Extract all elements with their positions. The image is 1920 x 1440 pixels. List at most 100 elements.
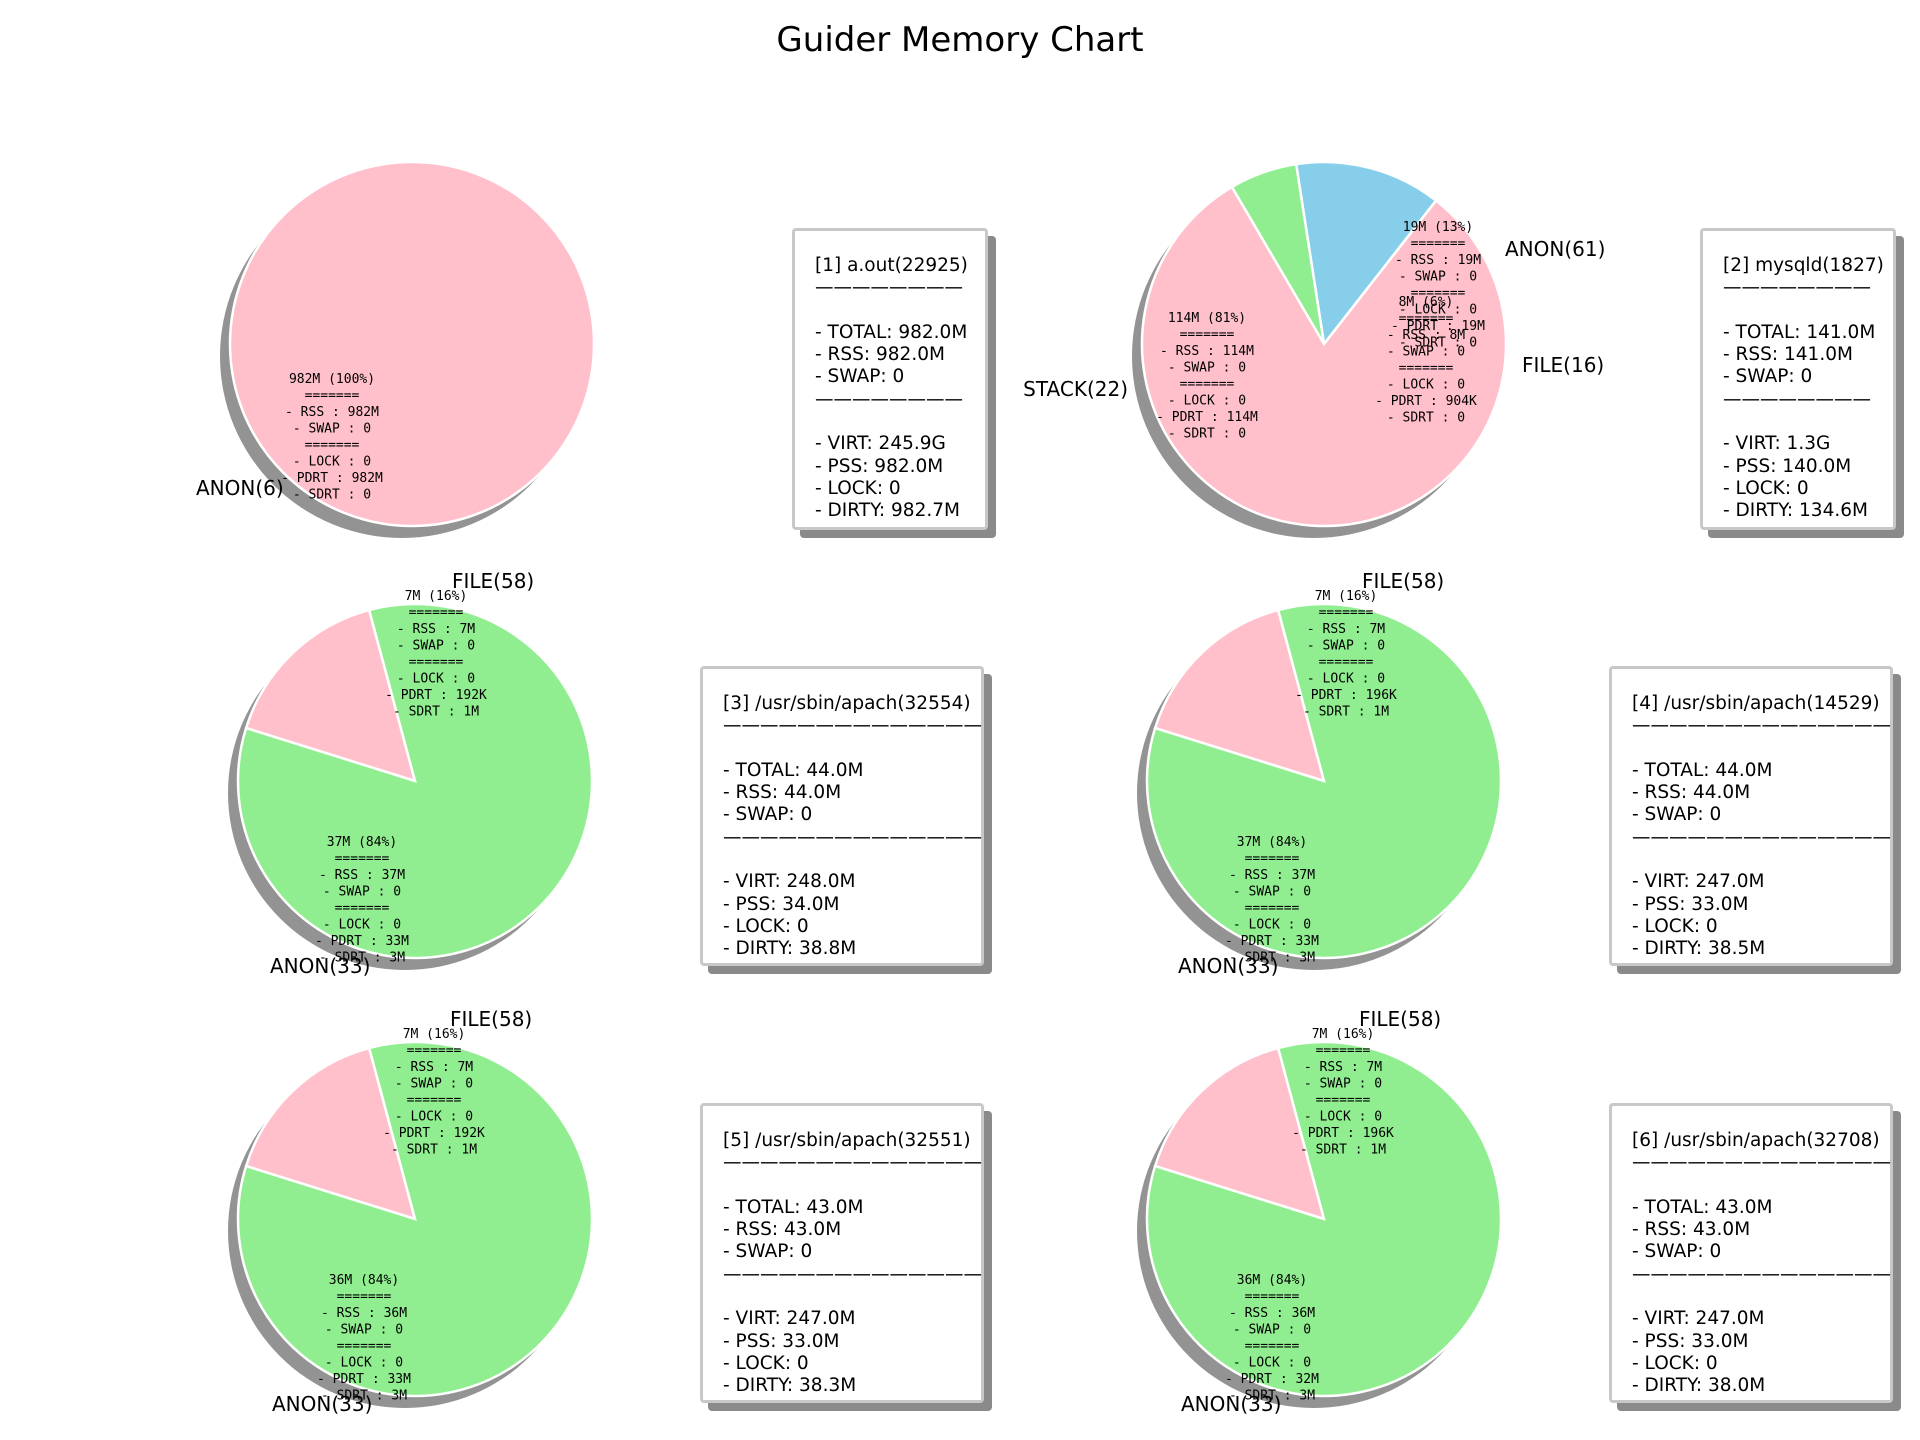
pie-chart-3: FILE(58)7M (16%) ======= - RSS : 7M - SWAP … <box>228 569 594 978</box>
pie-slice <box>244 1046 417 1221</box>
annotation-line: - SDRT : 1M <box>393 705 479 720</box>
process-info-box: [3] /usr/sbin/apach(32554) ——————————————… <box>700 666 984 966</box>
annotation-line: - SDRT : 1M <box>1303 705 1389 720</box>
annotation-line: - LOCK : 0 <box>397 672 475 687</box>
info-dirty: - DIRTY: 982.7M <box>815 500 960 522</box>
info-lock: - LOCK: 0 <box>1723 477 1809 499</box>
annotation-line: ======= <box>1399 312 1454 327</box>
annotation-line: - RSS : 37M <box>1229 868 1315 883</box>
annotation-line: - RSS : 36M <box>321 1306 407 1321</box>
slice-label: ANON(33) <box>1181 1392 1281 1416</box>
info-dirty: - DIRTY: 38.5M <box>1632 938 1766 960</box>
info-separator: —————————————— <box>723 1263 982 1285</box>
info-virt: - VIRT: 245.9G <box>815 433 946 455</box>
slice-label: FILE(16) <box>1522 353 1604 377</box>
info-lock: - LOCK: 0 <box>723 915 809 937</box>
annotation-line: - SDRT : 0 <box>1387 411 1465 426</box>
info-separator: —————————————— <box>1632 1263 1891 1285</box>
pie-slice <box>1140 185 1508 528</box>
annotation-line: ======= <box>407 1093 462 1108</box>
annotation-line: - SWAP : 0 <box>323 885 401 900</box>
annotation-line: - PDRT : 196K <box>1295 688 1397 703</box>
pie-chart-2: ANON(61)19M (13%) ======= - RSS : 19M - SWA… <box>1023 160 1605 538</box>
info-separator: —————————————— <box>723 826 982 848</box>
slice-label: ANON(33) <box>1178 954 1278 978</box>
slice-annotation: 19M (13%) ======= - RSS : 19M - SWAP : 0 ===… <box>1391 220 1485 351</box>
info-total: - TOTAL: 141.0M <box>1723 321 1876 343</box>
annotation-line: - LOCK : 0 <box>1168 394 1246 409</box>
info-dirty: - DIRTY: 38.8M <box>723 938 857 960</box>
annotation-line: - PDRT : 19M <box>1391 319 1485 334</box>
slice-label: ANON(33) <box>272 1392 372 1416</box>
annotation-line: - PDRT : 33M <box>317 1372 411 1387</box>
process-info-box: [4] /usr/sbin/apach(14529) ——————————————… <box>1609 666 1893 966</box>
annotation-line: - LOCK : 0 <box>325 1356 403 1371</box>
info-rss: - RSS: 141.0M <box>1723 344 1853 366</box>
info-rss: - RSS: 44.0M <box>723 782 842 804</box>
info-swap: - SWAP: 0 <box>1723 366 1813 388</box>
info-spacer <box>723 738 981 760</box>
annotation-line: - PDRT : 192K <box>383 1126 485 1141</box>
annotation-line: - RSS : 7M <box>397 622 475 637</box>
info-separator: —————————————— <box>1632 826 1891 848</box>
pie-slice <box>244 608 417 783</box>
info-separator: ———————— <box>1723 277 1871 299</box>
pie-chart-6: FILE(58)7M (16%) ======= - RSS : 7M - SWAP … <box>1137 1007 1503 1416</box>
annotation-line: ======= <box>305 389 360 404</box>
process-info-box: [6] /usr/sbin/apach(32708) ——————————————… <box>1609 1103 1893 1403</box>
slice-annotation: 37M (84%) ======= - RSS : 37M - SWAP : 0 ===… <box>315 835 409 966</box>
info-separator: —————————————— <box>1632 715 1891 737</box>
slice-label: ANON(6) <box>196 476 284 500</box>
annotation-line: ======= <box>1180 328 1235 343</box>
annotation-line: 37M (84%) <box>1237 835 1307 850</box>
pie-slice <box>1294 160 1438 348</box>
info-total: - TOTAL: 43.0M <box>723 1196 864 1218</box>
slice-annotation: 982M (100%) ======= - RSS : 982M - SWAP : 0… <box>281 372 383 503</box>
info-process-header: [5] /usr/sbin/apach(32551) <box>723 1130 971 1151</box>
annotation-line: ======= <box>335 852 390 867</box>
slice-annotation: 7M (16%) ======= - RSS : 7M - SWAP : 0 =====… <box>383 1027 485 1158</box>
info-virt: - VIRT: 247.0M <box>1632 1308 1765 1330</box>
info-total: - TOTAL: 43.0M <box>1632 1196 1773 1218</box>
annotation-line: ======= <box>1245 901 1300 916</box>
info-spacer <box>723 1286 981 1308</box>
info-swap: - SWAP: 0 <box>723 804 813 826</box>
annotation-line: ======= <box>1316 1093 1371 1108</box>
info-dirty: - DIRTY: 38.3M <box>723 1375 857 1397</box>
slice-annotation: 7M (16%) ======= - RSS : 7M - SWAP : 0 =====… <box>385 589 487 720</box>
annotation-line: - LOCK : 0 <box>1233 1356 1311 1371</box>
annotation-line: - PDRT : 192K <box>385 688 487 703</box>
info-virt: - VIRT: 247.0M <box>1632 871 1765 893</box>
annotation-line: ======= <box>1245 852 1300 867</box>
annotation-line: 8M (6%) <box>1399 295 1454 310</box>
pie-slice <box>1145 602 1503 960</box>
info-swap: - SWAP: 0 <box>723 1241 813 1263</box>
info-rss: - RSS: 44.0M <box>1632 782 1751 804</box>
annotation-line: 114M (81%) <box>1168 311 1246 326</box>
annotation-line: - RSS : 8M <box>1387 328 1465 343</box>
annotation-line: - PDRT : 904K <box>1375 394 1477 409</box>
annotation-line: - SDRT : 0 <box>293 488 371 503</box>
annotation-line: 19M (13%) <box>1403 220 1473 235</box>
annotation-line: 36M (84%) <box>329 1273 399 1288</box>
pie-slice <box>1153 1046 1326 1221</box>
slice-annotation: 8M (6%) ======= - RSS : 8M - SWAP : 0 ======… <box>1375 295 1477 426</box>
info-process-header: [2] mysqld(1827) <box>1723 255 1884 276</box>
annotation-line: - SDRT : 0 <box>1399 336 1477 351</box>
info-swap: - SWAP: 0 <box>1632 804 1722 826</box>
annotation-line: ======= <box>1245 1339 1300 1354</box>
slice-annotation: 7M (16%) ======= - RSS : 7M - SWAP : 0 =====… <box>1292 1027 1394 1158</box>
annotation-line: - RSS : 7M <box>395 1060 473 1075</box>
pie-slice <box>228 160 596 528</box>
info-lock: - LOCK: 0 <box>723 1352 809 1374</box>
info-spacer <box>1632 1175 1890 1197</box>
info-dirty: - DIRTY: 134.6M <box>1723 500 1868 522</box>
annotation-line: - SWAP : 0 <box>1233 885 1311 900</box>
annotation-line: - SDRT : 3M <box>1229 1389 1315 1404</box>
annotation-line: - SWAP : 0 <box>395 1077 473 1092</box>
annotation-line: - PDRT : 982M <box>281 471 383 486</box>
info-pss: - PSS: 140.0M <box>1723 455 1852 477</box>
info-spacer <box>1632 1286 1890 1308</box>
info-total: - TOTAL: 44.0M <box>723 759 864 781</box>
annotation-line: - LOCK : 0 <box>293 455 371 470</box>
